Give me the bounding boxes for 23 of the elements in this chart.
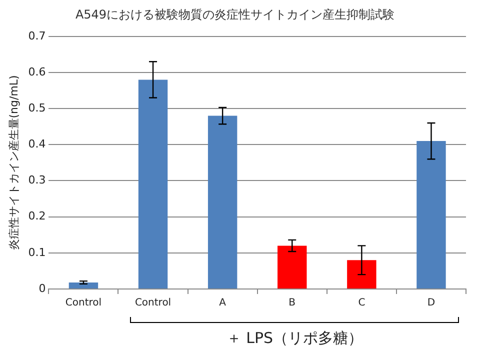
y-tick-label: 0.7 xyxy=(28,29,46,42)
y-tick-label: 0.2 xyxy=(28,210,46,223)
text: ＋ LPS（リポ多糖） xyxy=(225,329,364,348)
x-tick-label: D xyxy=(427,298,436,309)
y-tick-label: 0.5 xyxy=(28,101,46,114)
y-tick-label: 0 xyxy=(38,282,46,295)
bar xyxy=(278,246,307,288)
y-tick-label: 0.6 xyxy=(28,65,46,78)
x-tick-label: Control xyxy=(134,298,172,309)
bar xyxy=(208,116,238,288)
x-tick-label: B xyxy=(288,298,296,309)
bar xyxy=(68,282,98,288)
bar xyxy=(138,80,168,288)
bar xyxy=(347,260,376,288)
x-tick-label: C xyxy=(358,298,366,309)
bar xyxy=(416,141,446,288)
y-axis-title: 炎症性サイトカイン産生量(ng/mL) xyxy=(7,75,20,250)
y-tick-label: 0.1 xyxy=(28,246,46,259)
x-tick-label: A xyxy=(219,298,226,309)
y-tick-label: 0.3 xyxy=(28,174,46,187)
x-tick-label: Control xyxy=(65,298,102,309)
y-tick-label: 0.4 xyxy=(28,138,46,151)
chart-title: A549における被験物質の炎症性サイトカイン産生抑制試験 xyxy=(75,7,395,22)
